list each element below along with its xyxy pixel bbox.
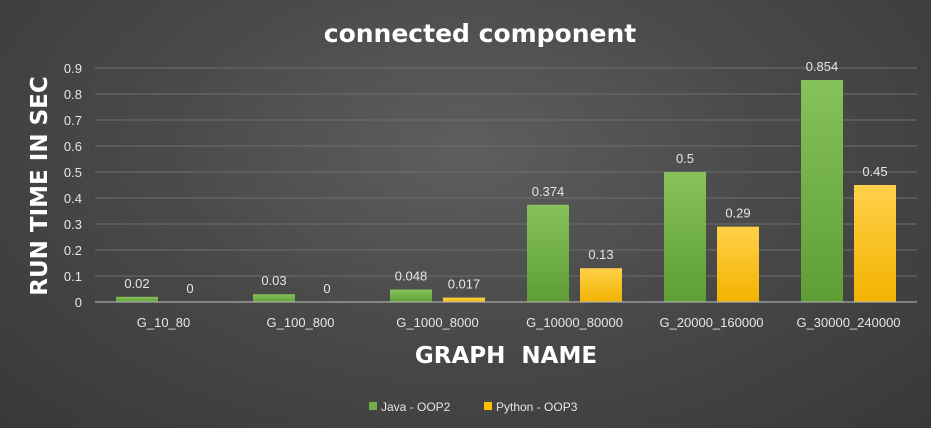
data-label: 0.03 — [261, 273, 286, 288]
legend: Java - OOP2 Python - OOP3 — [369, 400, 578, 414]
bar-python — [443, 297, 485, 302]
data-label: 0.017 — [448, 277, 481, 292]
data-labels: 0.02 0 0.03 0 0.048 0.017 0.374 0.13 0.5 0.29 0.85… — [124, 59, 887, 296]
y-tick-label: 0.2 — [64, 243, 82, 258]
bar-java — [116, 296, 158, 302]
y-tick-label: 0.7 — [64, 113, 82, 128]
x-tick-label: G_10000_80000 — [526, 315, 623, 330]
y-tick-label: 0 — [75, 295, 82, 310]
y-tick-label: 0.9 — [64, 61, 82, 76]
gridlines — [95, 67, 917, 277]
data-label: 0 — [323, 281, 330, 296]
bars — [116, 79, 896, 303]
bar-java — [527, 204, 569, 302]
x-tick-label: G_30000_240000 — [796, 315, 900, 330]
y-tick-label: 0.4 — [64, 191, 82, 206]
data-label: 0.5 — [676, 151, 694, 166]
legend-swatch — [484, 402, 492, 410]
x-tick-label: G_1000_8000 — [396, 315, 478, 330]
y-tick-label: 0.5 — [64, 165, 82, 180]
bar-python — [854, 185, 896, 302]
legend-label: Java - OOP2 — [381, 400, 451, 414]
x-axis-title: GRAPH NAME — [415, 343, 597, 369]
data-label: 0.854 — [806, 59, 839, 74]
y-tick-label: 0.6 — [64, 139, 82, 154]
x-tick-label: G_10_80 — [137, 315, 191, 330]
x-tick-label: G_20000_160000 — [659, 315, 763, 330]
data-label: 0.45 — [862, 164, 887, 179]
data-label: 0.048 — [395, 269, 428, 284]
legend-label: Python - OOP3 — [496, 400, 578, 414]
bar-python — [580, 268, 622, 302]
legend-swatch — [369, 402, 377, 410]
data-label: 0 — [186, 281, 193, 296]
bar-java — [390, 289, 432, 302]
bar-python — [717, 226, 759, 302]
y-tick-label: 0.3 — [64, 217, 82, 232]
x-tick-label: G_100_800 — [267, 315, 335, 330]
data-label: 0.374 — [532, 184, 565, 199]
bar-java — [801, 79, 843, 303]
data-label: 0.13 — [588, 247, 613, 262]
y-axis-title: RUN TIME IN SEC — [27, 76, 53, 295]
y-axis-ticks: 0 0.1 0.2 0.3 0.4 0.5 0.6 0.7 0.8 0.9 — [64, 61, 82, 310]
chart-title: connected component — [324, 19, 637, 48]
data-label: 0.02 — [124, 276, 149, 291]
data-label: 0.29 — [725, 206, 750, 221]
x-axis-ticks: G_10_80 G_100_800 G_1000_8000 G_10000_80000… — [137, 315, 901, 330]
y-tick-label: 0.8 — [64, 87, 82, 102]
bar-java — [664, 172, 706, 302]
bar-java — [253, 294, 295, 302]
y-tick-label: 0.1 — [64, 269, 82, 284]
